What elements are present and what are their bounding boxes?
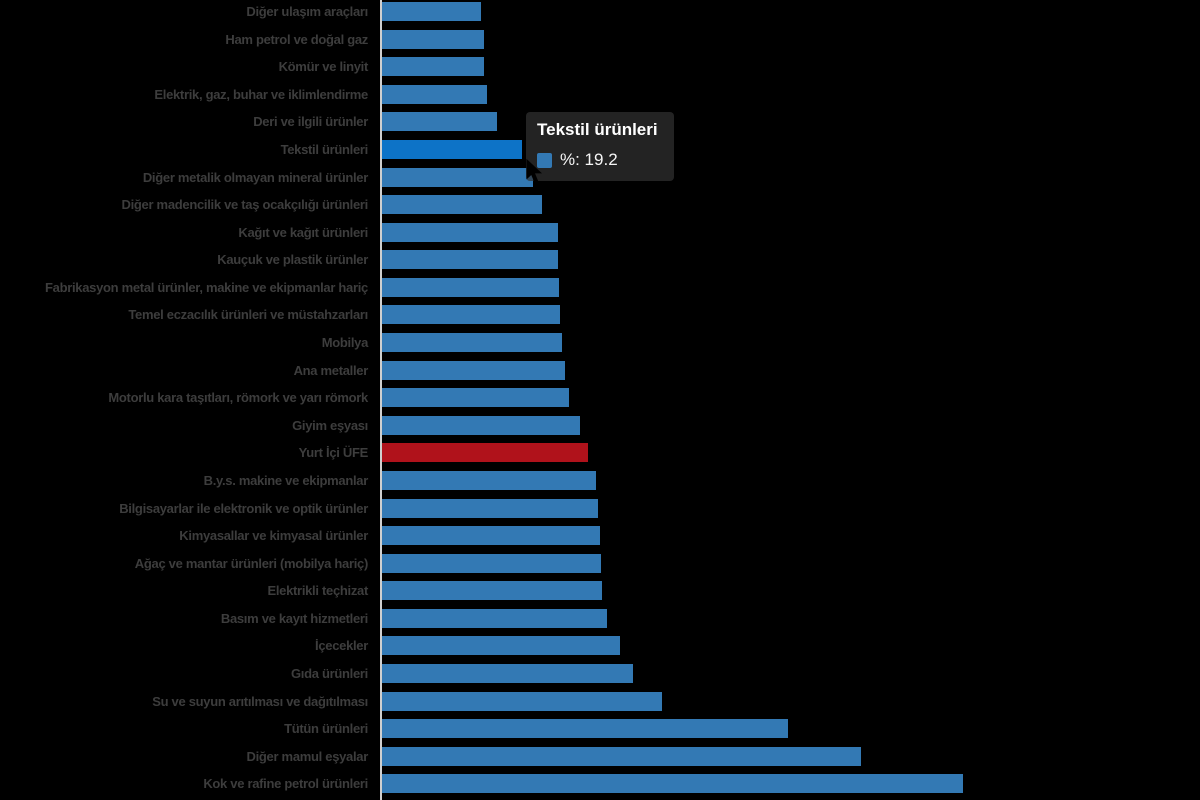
bar[interactable] (382, 305, 561, 325)
bar[interactable] (382, 470, 597, 490)
category-label: Yurt İçi ÜFE (298, 445, 369, 461)
category-label: Motorlu kara taşıtları, römork ve yarı r… (108, 390, 368, 406)
bar[interactable] (382, 57, 485, 77)
bar[interactable] (382, 250, 558, 270)
category-label: Tekstil ürünleri (280, 141, 369, 157)
bar[interactable] (382, 195, 542, 215)
category-label: İçecekler (315, 638, 368, 654)
bar[interactable] (382, 746, 861, 766)
bar[interactable] (382, 333, 563, 353)
bar[interactable] (382, 112, 497, 132)
bar[interactable] (382, 222, 558, 242)
category-label: Elektrik, gaz, buhar ve iklimlendirme (154, 86, 368, 102)
bar[interactable] (382, 167, 534, 187)
bar[interactable] (382, 664, 634, 684)
bar[interactable] (382, 360, 566, 380)
bar[interactable] (382, 581, 603, 601)
category-label: Kok ve rafine petrol ürünleri (203, 776, 368, 792)
category-label: Ham petrol ve doğal gaz (225, 31, 368, 47)
y-axis-line (380, 0, 382, 800)
bar[interactable] (382, 388, 569, 408)
bar[interactable] (382, 553, 601, 573)
category-label: Gıda ürünleri (290, 666, 368, 682)
tooltip-title: Tekstil ürünleri (537, 120, 658, 139)
tooltip-series-row: %: 19.2 (537, 150, 658, 170)
category-label: Diğer mamul eşyalar (246, 748, 369, 764)
tooltip-series-marker-icon (537, 152, 552, 168)
bar[interactable] (382, 84, 487, 104)
category-label: Kauçuk ve plastik ürünler (217, 252, 368, 268)
category-label: Kömür ve linyit (278, 59, 369, 75)
category-label: Diğer metalik olmayan mineral ürünler (142, 169, 368, 185)
bar[interactable] (382, 526, 600, 546)
bar[interactable] (382, 139, 522, 159)
category-label: Basım ve kayıt hizmetleri (220, 610, 368, 626)
tooltip: Tekstil ürünleri %: 19.2 (526, 112, 674, 181)
category-label: Deri ve ilgili ürünler (253, 114, 368, 130)
bar[interactable] (382, 691, 662, 711)
bar[interactable] (382, 636, 621, 656)
bar[interactable] (382, 443, 588, 463)
category-label: Ana metaller (293, 362, 369, 378)
category-label: Giyim eşyası (292, 417, 368, 433)
category-label: Kağıt ve kağıt ürünleri (238, 224, 368, 240)
bar[interactable] (382, 2, 481, 21)
mouse-cursor-icon (526, 158, 542, 183)
category-label: Fabrikasyon metal ürünler, makine ve eki… (45, 279, 368, 295)
category-label: Temel eczacılık ürünleri ve müstahzarlar… (128, 307, 368, 323)
bar[interactable] (382, 719, 789, 739)
category-label: Elektrikli teçhizat (267, 583, 368, 599)
category-label: Tütün ürünleri (284, 721, 368, 737)
bar[interactable] (382, 774, 964, 794)
category-label: Diğer madencilik ve taş ocakçılığı ürünl… (121, 197, 369, 213)
tooltip-value: %: 19.2 (560, 150, 618, 169)
category-label: Diğer ulaşım araçları (246, 4, 368, 19)
category-label: B.y.s. makine ve ekipmanlar (203, 472, 369, 488)
bar[interactable] (382, 415, 581, 435)
bar[interactable] (382, 277, 560, 297)
category-label: Su ve suyun arıtılması ve dağıtılması (152, 693, 368, 709)
category-label: Bilgisayarlar ile elektronik ve optik ür… (119, 500, 368, 516)
bar[interactable] (382, 29, 485, 49)
category-label: Kimyasallar ve kimyasal ürünler (179, 528, 368, 544)
bar[interactable] (382, 608, 607, 628)
category-label: Ağaç ve mantar ürünleri (mobilya hariç) (134, 555, 369, 571)
bar[interactable] (382, 498, 598, 518)
category-label: Mobilya (321, 335, 369, 351)
